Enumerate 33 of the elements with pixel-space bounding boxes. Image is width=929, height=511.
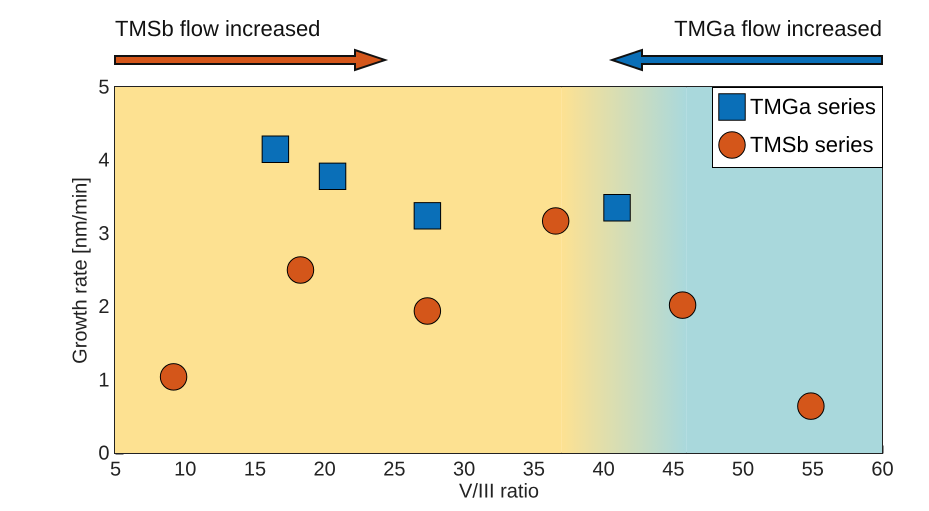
x-tick-label: 55 [802, 458, 824, 480]
point [160, 363, 188, 391]
point [542, 207, 570, 235]
point [286, 256, 314, 284]
x-tick-label: 40 [592, 458, 615, 480]
y-tick-label: 3 [98, 222, 110, 245]
point [318, 162, 346, 190]
point [262, 135, 290, 163]
y-tick-label: 5 [98, 76, 110, 98]
x-tick-label: 45 [662, 458, 684, 480]
x-tick-label: 35 [522, 458, 545, 480]
point [414, 297, 442, 325]
legend-label: TMSb series [750, 132, 874, 157]
y-tick-label: 4 [98, 150, 110, 172]
x-tick-label: 60 [871, 458, 894, 480]
point [668, 291, 696, 319]
y-tick-label: 0 [98, 442, 110, 464]
x-tick-label: 50 [732, 458, 754, 480]
x-tick-label: 30 [453, 458, 476, 480]
y-axis-title: Growth rate [nm/min] [69, 177, 92, 364]
y-tick-label: 1 [98, 369, 110, 392]
point [603, 194, 631, 222]
y-tick-label: 2 [98, 296, 110, 318]
point [414, 202, 442, 230]
point [797, 392, 825, 420]
text: TMGa flow increased [674, 16, 882, 41]
x-tick-label: 20 [314, 458, 336, 480]
legend-label: TMGa series [750, 94, 876, 119]
x-tick-label: 10 [174, 458, 196, 480]
text: TMSb flow increased [115, 16, 320, 41]
x-tick-label: 15 [244, 458, 266, 480]
x-tick-label: 25 [383, 458, 406, 480]
x-axis-title: V/III ratio [458, 480, 540, 502]
